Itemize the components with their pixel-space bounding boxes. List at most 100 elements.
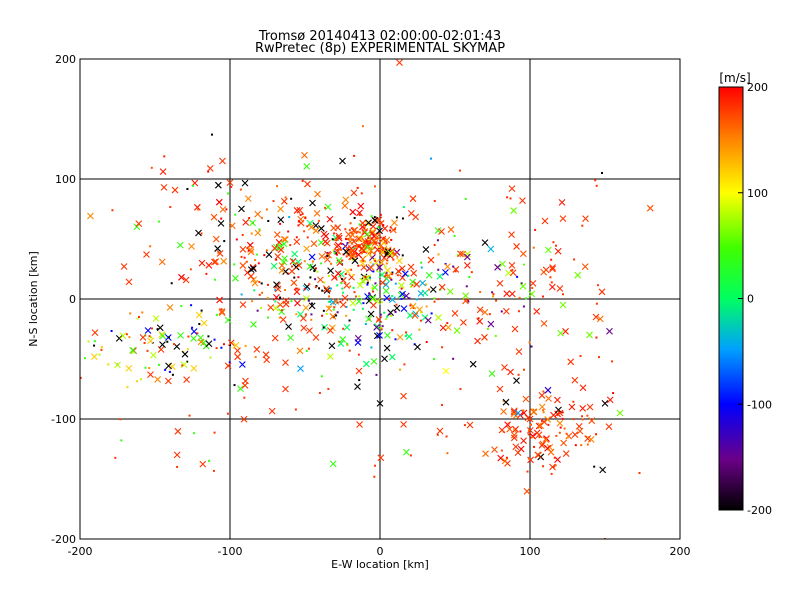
data-point <box>307 299 310 302</box>
data-point <box>87 340 90 343</box>
data-point <box>529 423 532 426</box>
data-point <box>219 157 226 165</box>
data-point <box>592 313 600 321</box>
data-point <box>364 230 371 238</box>
data-point <box>253 346 261 353</box>
data-point <box>234 213 237 216</box>
data-point <box>352 274 355 277</box>
data-point <box>343 282 351 289</box>
data-point <box>314 286 317 289</box>
data-point <box>400 420 407 428</box>
data-point <box>241 234 244 237</box>
data-point <box>318 287 321 290</box>
data-point <box>419 319 422 322</box>
data-point <box>308 253 316 261</box>
data-point <box>517 373 520 376</box>
data-point <box>301 179 304 182</box>
data-point <box>352 308 355 311</box>
data-point <box>147 337 155 345</box>
data-point <box>389 296 396 304</box>
data-point <box>196 332 199 335</box>
data-point <box>198 259 206 267</box>
data-point <box>188 243 195 250</box>
data-point <box>173 451 181 459</box>
data-point <box>135 220 143 228</box>
data-point <box>119 332 127 340</box>
data-point <box>323 287 331 294</box>
data-point <box>244 195 252 203</box>
data-point <box>309 199 316 207</box>
data-point <box>436 427 444 435</box>
data-point <box>186 348 189 351</box>
data-point <box>131 351 134 354</box>
data-point <box>258 293 261 296</box>
data-point <box>223 240 226 243</box>
data-point <box>465 285 468 288</box>
data-point <box>243 396 246 399</box>
data-point <box>150 351 157 359</box>
data-point <box>361 238 369 245</box>
data-point <box>372 263 375 266</box>
data-point <box>114 456 117 459</box>
data-point <box>530 408 538 416</box>
data-point <box>242 218 250 226</box>
data-point <box>205 340 213 348</box>
data-point <box>129 312 132 315</box>
data-point <box>571 431 579 438</box>
data-point <box>394 338 397 341</box>
data-point <box>220 308 223 311</box>
data-point <box>527 456 534 464</box>
data-point <box>176 241 184 249</box>
data-point <box>408 297 411 300</box>
data-point <box>494 334 497 337</box>
data-point <box>390 238 393 241</box>
data-point <box>519 282 527 290</box>
data-point <box>295 262 303 269</box>
data-point <box>211 133 213 136</box>
data-point <box>405 331 408 334</box>
data-point <box>534 228 537 231</box>
data-point <box>457 250 464 258</box>
data-point <box>325 251 332 259</box>
data-point <box>230 185 233 188</box>
data-point <box>307 223 315 231</box>
data-point <box>356 421 363 428</box>
data-point <box>314 278 317 281</box>
data-point <box>526 427 534 434</box>
data-point <box>342 196 350 204</box>
data-point <box>255 253 258 256</box>
data-point <box>173 343 176 346</box>
data-point <box>345 305 348 308</box>
data-point <box>93 344 96 347</box>
data-point <box>391 329 394 332</box>
data-point <box>305 349 308 352</box>
data-point <box>409 285 412 288</box>
data-point <box>367 235 370 238</box>
data-point <box>367 241 370 244</box>
data-point <box>588 417 596 425</box>
data-point <box>363 250 366 253</box>
data-point <box>379 213 382 216</box>
data-point <box>595 302 598 305</box>
data-point <box>212 235 220 243</box>
data-point <box>211 258 218 266</box>
data-point <box>273 231 281 238</box>
data-point <box>141 311 144 314</box>
data-point <box>453 235 456 238</box>
data-point <box>333 306 336 309</box>
data-point <box>174 427 182 435</box>
data-point <box>206 164 214 172</box>
data-point <box>263 254 266 257</box>
data-point <box>349 253 357 261</box>
data-point <box>362 302 365 305</box>
data-point <box>391 294 394 297</box>
data-point <box>460 319 467 326</box>
data-point <box>360 192 363 195</box>
data-point <box>275 238 283 246</box>
data-point <box>400 392 407 400</box>
data-point <box>365 219 372 227</box>
data-point <box>528 341 531 344</box>
data-point <box>265 251 273 258</box>
data-point <box>501 364 508 371</box>
data-point <box>63 364 65 366</box>
